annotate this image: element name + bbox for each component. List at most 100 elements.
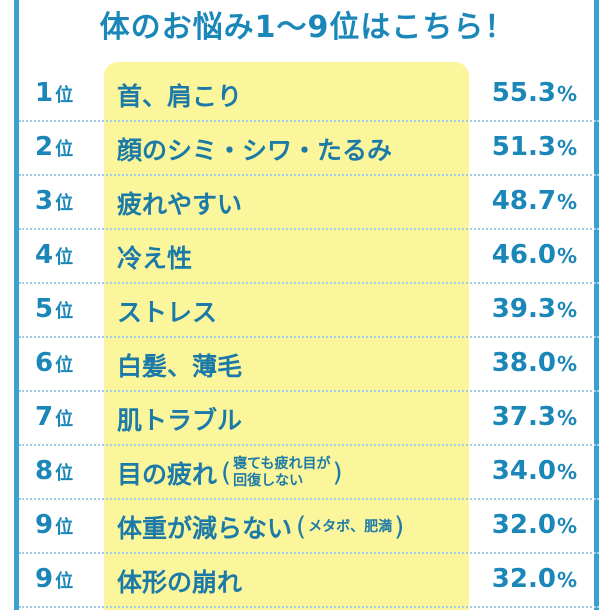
percent-value: 51.3% <box>492 132 577 162</box>
percent-value: 55.3% <box>492 78 577 108</box>
rank-number: 9 <box>35 564 54 594</box>
note-open-paren: ( <box>221 458 232 488</box>
rank-suffix: 位 <box>55 85 74 106</box>
rank-suffix: 位 <box>55 571 74 592</box>
row-divider <box>19 228 599 230</box>
rank-suffix: 位 <box>55 409 74 430</box>
concern-text: 肌トラブル <box>117 406 243 435</box>
percent-value: 34.0% <box>492 456 577 486</box>
percent-number: 32.0 <box>491 510 556 540</box>
table-row: 7 位 肌トラブル 37.3% <box>19 392 599 446</box>
note-close-paren: ) <box>332 458 343 488</box>
concern-text: ストレス <box>117 298 218 327</box>
concern-label: 体重が減らない(メタボ、肥満) <box>117 509 404 545</box>
table-row: 5 位 ストレス 39.3% <box>19 284 599 338</box>
rank-number: 9 <box>35 510 54 540</box>
rank-number: 4 <box>35 240 54 270</box>
percent-number: 51.3 <box>491 132 556 162</box>
row-divider <box>19 552 599 554</box>
rank-suffix: 位 <box>55 193 74 214</box>
percent-unit: % <box>556 82 577 106</box>
rank-number: 5 <box>35 294 54 324</box>
row-divider <box>19 390 599 392</box>
rank-number: 6 <box>35 348 54 378</box>
rank-suffix: 位 <box>55 355 74 376</box>
table-row: 8 位 目の疲れ(寝ても疲れ目が 回復しない) 34.0% <box>19 446 599 500</box>
percent-value: 38.0% <box>492 348 577 378</box>
concern-label: 白髪、薄毛 <box>117 347 242 383</box>
percent-unit: % <box>556 514 577 538</box>
concern-text: 体形の崩れ <box>117 568 243 597</box>
concern-text: 首、肩こり <box>117 82 243 111</box>
percent-unit: % <box>556 460 577 484</box>
table-row: 4 位 冷え性 46.0% <box>19 230 599 284</box>
row-divider <box>19 498 599 500</box>
percent-number: 48.7 <box>491 186 556 216</box>
note-line: 回復しない <box>233 473 304 489</box>
concern-note: (メタボ、肥満) <box>296 514 404 540</box>
row-divider <box>19 120 599 122</box>
row-divider <box>19 174 599 176</box>
rank-number: 7 <box>35 402 54 432</box>
row-divider <box>19 336 599 338</box>
concern-text: 冷え性 <box>117 244 193 273</box>
concern-note: (寝ても疲れ目が 回復しない) <box>221 456 343 490</box>
percent-number: 38.0 <box>491 348 556 378</box>
percent-value: 37.3% <box>492 402 577 432</box>
percent-value: 48.7% <box>492 186 577 216</box>
concern-label: 肌トラブル <box>117 401 242 437</box>
note-line: メタボ、肥満 <box>308 518 393 535</box>
frame-border <box>14 0 599 610</box>
concern-label: 首、肩こり <box>117 77 242 113</box>
percent-number: 39.3 <box>491 294 556 324</box>
note-open-paren: ( <box>296 512 307 542</box>
rank-suffix: 位 <box>55 139 74 160</box>
row-divider <box>19 444 599 446</box>
chart-title: 体のお悩み1～9位はこちら！ <box>99 10 516 45</box>
percent-unit: % <box>556 244 577 268</box>
rank-number: 3 <box>35 186 54 216</box>
concern-text: 目の疲れ <box>117 460 218 489</box>
concern-label: 顔のシミ・シワ・たるみ <box>117 131 392 167</box>
row-divider <box>19 606 599 608</box>
table-row: 9 位 体重が減らない(メタボ、肥満) 32.0% <box>19 500 599 554</box>
concern-text: 顔のシミ・シワ・たるみ <box>117 136 393 165</box>
concern-label: 目の疲れ(寝ても疲れ目が 回復しない) <box>117 455 343 491</box>
rank-suffix: 位 <box>55 463 74 484</box>
percent-unit: % <box>556 568 577 592</box>
concern-label: ストレス <box>117 293 217 329</box>
concern-text: 疲れやすい <box>117 190 243 219</box>
table-row: 2 位 顔のシミ・シワ・たるみ 51.3% <box>19 122 599 176</box>
percent-value: 39.3% <box>492 294 577 324</box>
percent-value: 32.0% <box>492 510 577 540</box>
rank-number: 8 <box>35 456 54 486</box>
concern-label: 疲れやすい <box>117 185 242 221</box>
percent-value: 46.0% <box>492 240 577 270</box>
percent-unit: % <box>556 406 577 430</box>
rank-suffix: 位 <box>55 517 74 538</box>
table-row: 1 位 首、肩こり 55.3% <box>19 68 599 122</box>
table-row: 3 位 疲れやすい 48.7% <box>19 176 599 230</box>
row-divider <box>19 282 599 284</box>
percent-value: 32.0% <box>492 564 577 594</box>
rank-number: 1 <box>35 78 54 108</box>
note-line: 寝ても疲れ目が <box>233 456 331 472</box>
percent-number: 55.3 <box>491 78 556 108</box>
percent-unit: % <box>556 352 577 376</box>
rank-suffix: 位 <box>55 247 74 268</box>
table-row: 9 位 体形の崩れ 32.0% <box>19 554 599 608</box>
note-text: 寝ても疲れ目が 回復しない <box>231 456 332 490</box>
percent-number: 32.0 <box>491 564 556 594</box>
percent-unit: % <box>556 136 577 160</box>
note-text: メタボ、肥満 <box>306 519 394 536</box>
concern-label: 体形の崩れ <box>117 563 242 599</box>
